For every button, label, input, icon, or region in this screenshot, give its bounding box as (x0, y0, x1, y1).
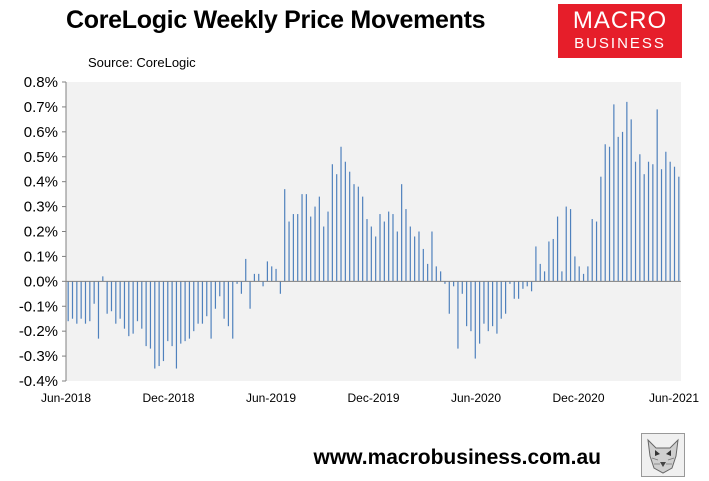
macrobusiness-logo: MACRO BUSINESS (558, 4, 682, 58)
y-tick-label: 0.6% (24, 124, 58, 141)
y-tick-label: -0.3% (19, 348, 58, 365)
y-tick-label: -0.1% (19, 298, 58, 315)
footer-url[interactable]: www.macrobusiness.com.au (313, 446, 601, 469)
chart-title: CoreLogic Weekly Price Movements (66, 6, 486, 34)
plot-area (66, 82, 681, 381)
x-tick-label: Jun-2019 (246, 391, 296, 405)
logo-line-1: MACRO (572, 7, 668, 34)
y-tick-label: 0.1% (24, 248, 58, 265)
x-tick-label: Jun-2021 (649, 391, 699, 405)
y-tick-label: 0.7% (24, 99, 58, 116)
x-tick-label: Dec-2019 (347, 391, 399, 405)
x-tick-label: Dec-2020 (552, 391, 604, 405)
x-axis: Jun-2018 Dec-2018 Jun-2019 Dec-2019 Jun-2020… (41, 391, 699, 405)
y-tick-label: 0.5% (24, 149, 58, 166)
y-tick-label: 0.4% (24, 174, 58, 191)
y-tick-label: -0.2% (19, 323, 58, 340)
chart-source: Source: CoreLogic (88, 55, 196, 70)
x-tick-label: Jun-2020 (451, 391, 501, 405)
y-tick-label: -0.4% (19, 373, 58, 390)
y-tick-label: 0.8% (24, 74, 58, 91)
y-axis: -0.4% -0.3% -0.2% -0.1% 0.0% 0.1% 0.2% 0.3% 0.4%… (19, 74, 67, 390)
x-tick-label: Dec-2018 (142, 391, 194, 405)
bar-series (66, 101, 681, 369)
x-tick-label: Jun-2018 (41, 391, 91, 405)
y-tick-label: 0.2% (24, 224, 58, 241)
logo-line-2: BUSINESS (574, 35, 666, 52)
y-tick-label: 0.0% (24, 273, 58, 290)
y-tick-label: 0.3% (24, 199, 58, 216)
wolf-mascot-icon (641, 433, 685, 477)
